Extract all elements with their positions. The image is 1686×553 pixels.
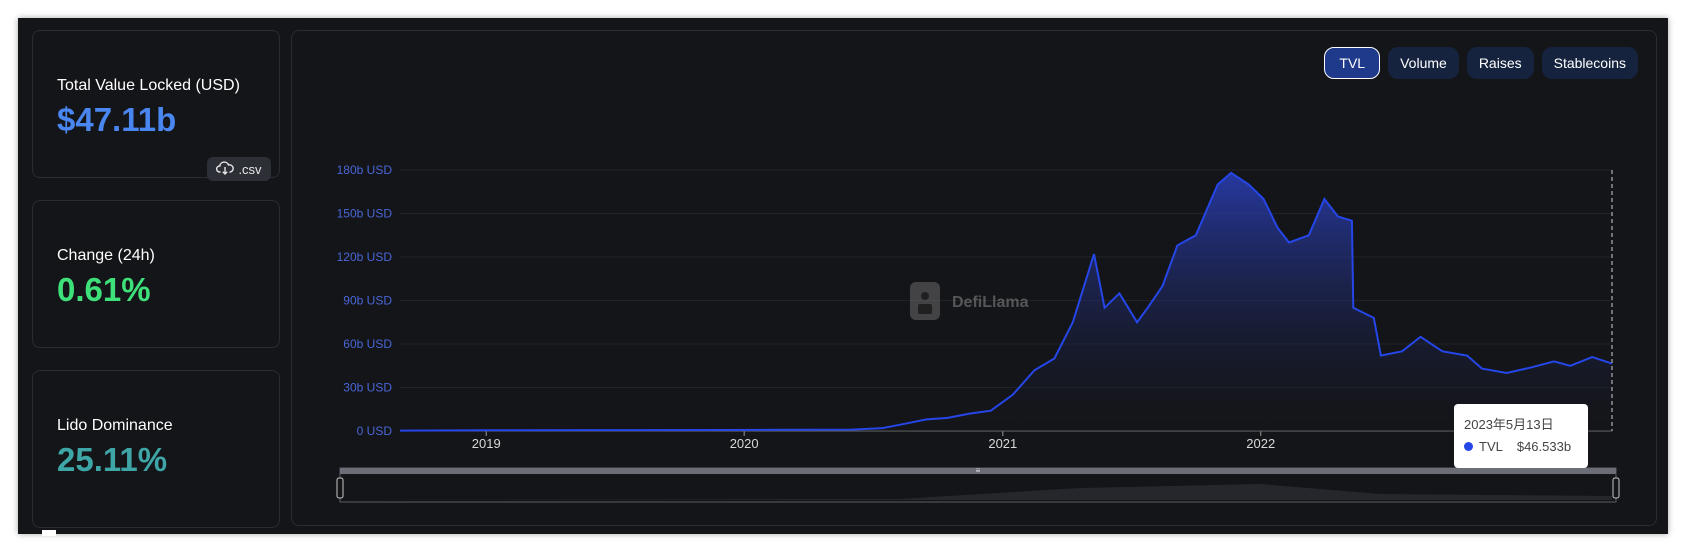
change-value: 0.61% xyxy=(57,271,151,308)
watermark: DefiLlama xyxy=(910,282,1029,320)
dominance-label: Lido Dominance xyxy=(57,417,173,434)
y-tick-label: 90b USD xyxy=(343,294,392,308)
y-tick-label: 150b USD xyxy=(337,207,393,221)
dominance-value: 25.11% xyxy=(57,441,168,478)
chart-card: TVL Volume Raises Stablecoins xyxy=(291,30,1657,526)
chart-tooltip: 2023年5月13日 TVL $46.533b xyxy=(1454,404,1588,468)
y-tick-label: 0 USD xyxy=(357,424,393,438)
dashboard-frame: Total Value Locked (USD) $47.11b .csv Ch… xyxy=(18,18,1668,534)
tooltip-series: TVL xyxy=(1479,439,1503,454)
tab-raises[interactable]: Raises xyxy=(1466,47,1534,79)
watermark-text: DefiLlama xyxy=(952,294,1029,311)
tvl-line xyxy=(399,171,1613,432)
tooltip-value: $46.533b xyxy=(1516,439,1572,454)
series-dot-icon xyxy=(1464,442,1473,451)
drag-handle-icon: ≡ xyxy=(976,466,981,475)
tvl-value: $47.11b xyxy=(57,101,177,138)
zoom-slider[interactable]: ≡ xyxy=(336,466,1620,503)
y-axis-ticks: 180b USD 150b USD 120b USD 90b USD 60b USD 30… xyxy=(337,163,393,438)
tvl-card: Total Value Locked (USD) $47.11b .csv xyxy=(32,30,280,181)
chart-tabs: TVL Volume Raises Stablecoins xyxy=(1324,47,1638,79)
x-tick-label: 2022 xyxy=(1246,436,1275,451)
y-tick-label: 60b USD xyxy=(343,337,392,351)
scroll-marker xyxy=(42,530,56,536)
x-tick-label: 2019 xyxy=(472,436,501,451)
change-card: Change (24h) 0.61% xyxy=(32,200,280,348)
slider-handle-right[interactable] xyxy=(1612,477,1620,499)
cloud-download-icon xyxy=(216,160,235,178)
csv-download-button[interactable]: .csv xyxy=(207,157,271,181)
tvl-area xyxy=(400,172,1612,431)
dominance-card: Lido Dominance 25.11% xyxy=(32,370,280,528)
change-label: Change (24h) xyxy=(57,247,155,264)
slider-handle-left[interactable] xyxy=(336,477,344,499)
tooltip-date: 2023年5月13日 xyxy=(1464,417,1554,432)
csv-label: .csv xyxy=(238,161,262,177)
x-tick-label: 2020 xyxy=(730,436,759,451)
tab-volume[interactable]: Volume xyxy=(1388,47,1459,79)
y-tick-label: 30b USD xyxy=(343,381,392,395)
x-tick-label: 2021 xyxy=(988,436,1017,451)
y-tick-label: 180b USD xyxy=(337,163,393,177)
x-axis-ticks: 2019 2020 2021 2022 xyxy=(400,430,1612,451)
tab-tvl[interactable]: TVL xyxy=(1324,47,1381,79)
y-tick-label: 120b USD xyxy=(337,250,393,264)
tvl-label: Total Value Locked (USD) xyxy=(57,77,240,94)
tab-stablecoins[interactable]: Stablecoins xyxy=(1541,47,1638,79)
llama-logo-icon xyxy=(910,282,940,320)
